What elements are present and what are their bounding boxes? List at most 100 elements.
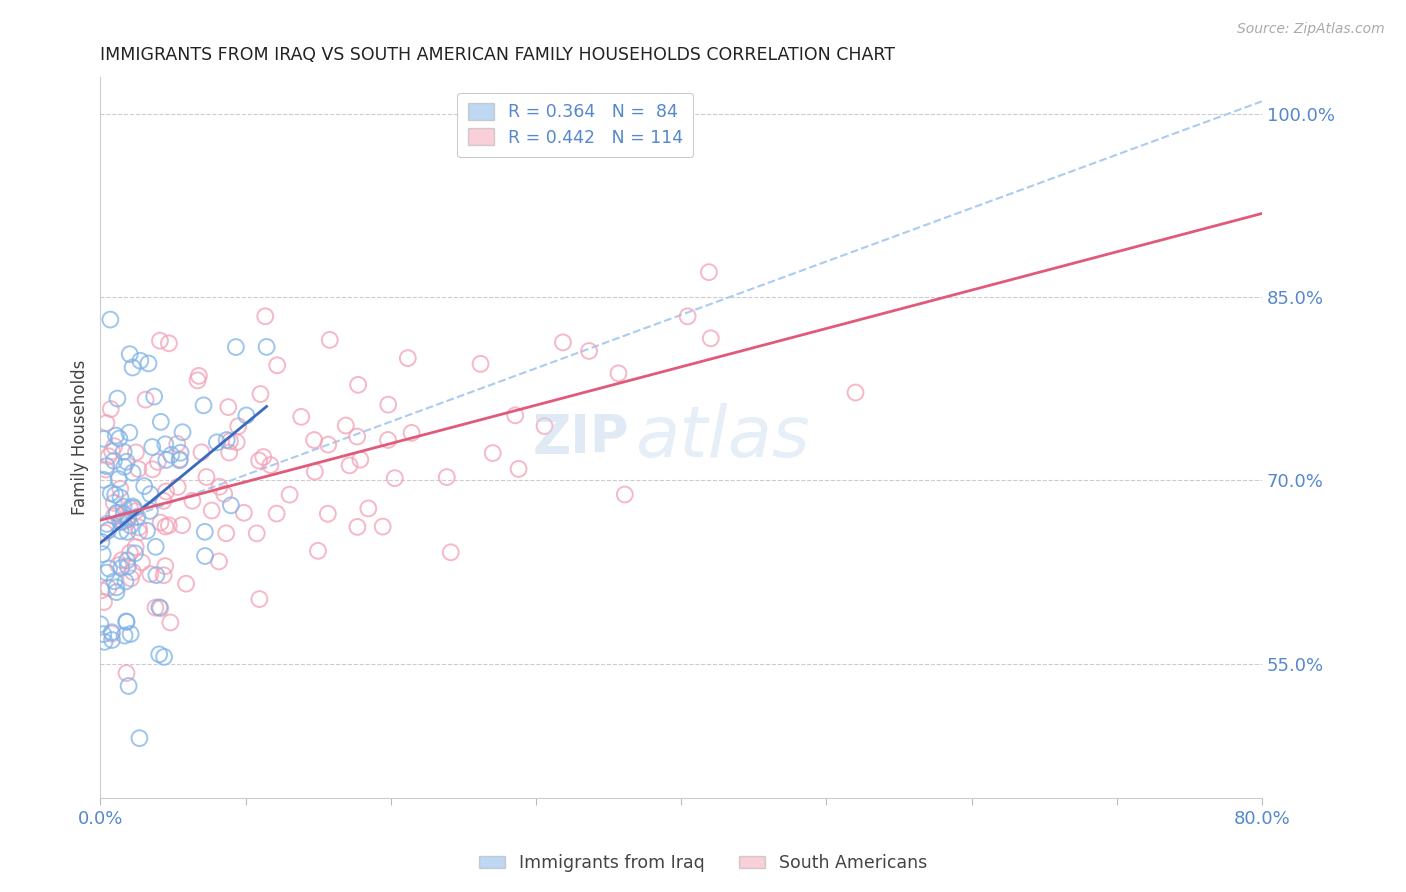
- South Americans: [155, 484, 177, 499]
- Immigrants from Iraq: [93, 432, 115, 446]
- Immigrants from Iraq: [101, 632, 124, 647]
- South Americans: [152, 568, 174, 582]
- South Americans: [208, 554, 231, 568]
- South Americans: [190, 445, 212, 459]
- Immigrants from Iraq: [105, 506, 128, 520]
- South Americans: [508, 462, 530, 476]
- Immigrants from Iraq: [97, 523, 120, 537]
- Text: IMMIGRANTS FROM IRAQ VS SOUTH AMERICAN FAMILY HOUSEHOLDS CORRELATION CHART: IMMIGRANTS FROM IRAQ VS SOUTH AMERICAN F…: [100, 46, 896, 64]
- Legend: R = 0.364   N =  84, R = 0.442   N = 114: R = 0.364 N = 84, R = 0.442 N = 114: [457, 93, 693, 157]
- South Americans: [440, 545, 463, 559]
- Immigrants from Iraq: [120, 627, 142, 641]
- South Americans: [186, 373, 208, 387]
- Immigrants from Iraq: [107, 472, 129, 486]
- South Americans: [93, 595, 115, 609]
- South Americans: [349, 452, 371, 467]
- South Americans: [100, 402, 122, 417]
- Immigrants from Iraq: [121, 466, 143, 480]
- Immigrants from Iraq: [103, 454, 125, 468]
- South Americans: [111, 515, 134, 529]
- South Americans: [128, 525, 150, 540]
- South Americans: [307, 544, 329, 558]
- Immigrants from Iraq: [89, 617, 111, 632]
- Immigrants from Iraq: [110, 561, 132, 575]
- South Americans: [97, 581, 120, 595]
- Immigrants from Iraq: [193, 398, 215, 412]
- South Americans: [377, 398, 399, 412]
- South Americans: [103, 439, 125, 453]
- Immigrants from Iraq: [114, 574, 136, 589]
- South Americans: [225, 435, 247, 450]
- South Americans: [254, 310, 277, 324]
- South Americans: [141, 462, 163, 476]
- South Americans: [124, 504, 146, 518]
- South Americans: [149, 516, 172, 530]
- South Americans: [125, 445, 148, 459]
- South Americans: [481, 446, 503, 460]
- Immigrants from Iraq: [136, 524, 159, 538]
- South Americans: [124, 540, 146, 554]
- South Americans: [122, 565, 145, 579]
- South Americans: [346, 429, 368, 443]
- South Americans: [201, 503, 224, 517]
- South Americans: [128, 520, 150, 534]
- Immigrants from Iraq: [120, 518, 142, 533]
- Immigrants from Iraq: [100, 486, 122, 500]
- Immigrants from Iraq: [117, 512, 139, 526]
- Immigrants from Iraq: [127, 509, 149, 524]
- South Americans: [304, 465, 326, 479]
- Immigrants from Iraq: [128, 731, 150, 746]
- Immigrants from Iraq: [112, 459, 135, 474]
- South Americans: [181, 493, 204, 508]
- Immigrants from Iraq: [219, 499, 242, 513]
- Immigrants from Iraq: [194, 549, 217, 563]
- Immigrants from Iraq: [115, 455, 138, 469]
- South Americans: [111, 553, 134, 567]
- Y-axis label: Family Households: Family Households: [72, 359, 89, 516]
- Immigrants from Iraq: [138, 356, 160, 370]
- South Americans: [249, 387, 271, 401]
- Immigrants from Iraq: [98, 312, 121, 326]
- Immigrants from Iraq: [112, 507, 135, 521]
- Immigrants from Iraq: [107, 392, 129, 406]
- Immigrants from Iraq: [225, 340, 247, 354]
- South Americans: [259, 458, 281, 472]
- South Americans: [159, 615, 181, 630]
- Immigrants from Iraq: [160, 448, 183, 462]
- Immigrants from Iraq: [172, 425, 194, 440]
- Immigrants from Iraq: [124, 546, 146, 560]
- Immigrants from Iraq: [134, 479, 156, 493]
- South Americans: [335, 418, 357, 433]
- South Americans: [551, 335, 574, 350]
- South Americans: [247, 453, 270, 467]
- Immigrants from Iraq: [122, 501, 145, 516]
- South Americans: [174, 576, 197, 591]
- South Americans: [384, 471, 406, 485]
- Immigrants from Iraq: [93, 473, 115, 487]
- South Americans: [208, 480, 231, 494]
- Immigrants from Iraq: [194, 524, 217, 539]
- South Americans: [676, 310, 699, 324]
- South Americans: [112, 515, 135, 529]
- Immigrants from Iraq: [98, 561, 121, 575]
- South Americans: [145, 600, 167, 615]
- South Americans: [371, 519, 394, 533]
- Immigrants from Iraq: [110, 491, 132, 505]
- South Americans: [436, 470, 458, 484]
- Immigrants from Iraq: [105, 580, 128, 594]
- South Americans: [94, 462, 117, 476]
- South Americans: [347, 377, 370, 392]
- Immigrants from Iraq: [105, 585, 128, 599]
- South Americans: [97, 450, 120, 464]
- South Americans: [157, 336, 180, 351]
- South Americans: [217, 400, 239, 414]
- Immigrants from Iraq: [129, 353, 152, 368]
- Immigrants from Iraq: [141, 440, 163, 454]
- South Americans: [166, 480, 188, 494]
- Immigrants from Iraq: [139, 487, 162, 501]
- Immigrants from Iraq: [110, 524, 132, 538]
- South Americans: [607, 366, 630, 380]
- South Americans: [139, 567, 162, 582]
- South Americans: [157, 518, 180, 533]
- Immigrants from Iraq: [145, 568, 167, 582]
